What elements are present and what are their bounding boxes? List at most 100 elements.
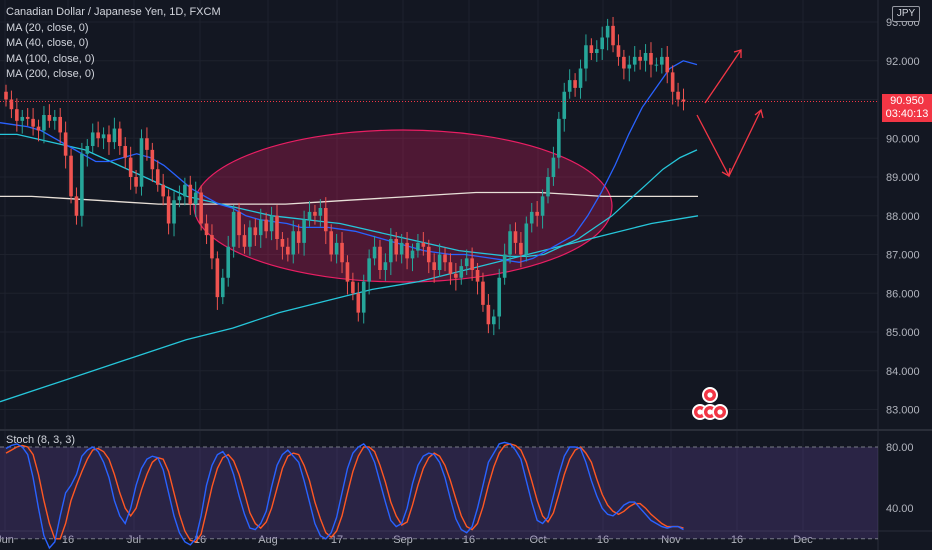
candle-body: [486, 304, 491, 325]
ma40-label[interactable]: MA (40, close, 0): [6, 37, 89, 49]
candle-body: [356, 293, 361, 313]
time-axis-label: 16: [597, 534, 609, 546]
candle-body: [638, 56, 642, 61]
candle-body: [399, 242, 404, 255]
candle-body: [166, 196, 171, 224]
candle-body: [58, 116, 62, 133]
ma100-label[interactable]: MA (100, close, 0): [6, 52, 95, 65]
bar-countdown: 03:40:13: [885, 108, 929, 120]
symbol-title[interactable]: Canadian Dollar / Japanese Yen, 1D, FXCM: [6, 6, 221, 18]
candle-body: [307, 211, 312, 220]
candle-body: [177, 196, 182, 201]
candle-body: [383, 262, 388, 270]
candle-body: [660, 56, 664, 65]
candle-body: [9, 99, 14, 110]
canadian-flag-ideas-icon[interactable]: [690, 385, 730, 425]
candle-body: [405, 242, 409, 259]
price-axis-label: 86.000: [886, 288, 920, 300]
candle-body: [426, 246, 431, 263]
candle-body: [150, 149, 155, 170]
candle-body: [584, 45, 588, 69]
candle-body: [557, 118, 561, 158]
candle-body: [286, 246, 290, 255]
candle-body: [389, 239, 393, 263]
time-axis-label: 16: [194, 534, 206, 546]
candle-body: [258, 219, 263, 236]
candle-body: [627, 64, 632, 69]
candle-body: [345, 262, 350, 282]
arrowhead-up-2: [754, 108, 764, 119]
time-axis-label: Nov: [661, 534, 681, 546]
arrowhead-down: [721, 167, 731, 178]
ma200-label[interactable]: MA (200, close, 0): [6, 68, 95, 80]
candle-body: [128, 157, 133, 177]
candle-body: [492, 316, 496, 325]
candle-body: [589, 45, 594, 53]
candle-body: [448, 262, 453, 274]
candle-body: [101, 134, 106, 139]
candle-body: [134, 177, 138, 187]
candle-body: [443, 254, 447, 263]
candle-body: [421, 242, 426, 247]
stoch-label[interactable]: Stoch (8, 3, 3): [6, 434, 76, 446]
candle-body: [15, 109, 19, 121]
candle-body: [654, 64, 659, 66]
candle-body: [681, 99, 686, 102]
candle-body: [367, 258, 371, 282]
candle-body: [226, 246, 231, 278]
candle-body: [193, 192, 198, 205]
candle-body: [313, 211, 317, 216]
candle-body: [513, 231, 518, 243]
time-axis-label: Oct: [529, 534, 546, 546]
candle-body: [372, 246, 377, 259]
candle-body: [253, 227, 258, 236]
candle-body: [318, 208, 323, 216]
candle-body: [562, 91, 567, 119]
time-axis-label: 17: [331, 534, 343, 546]
candle-body: [183, 184, 187, 197]
candle-body: [578, 68, 583, 88]
candle-body: [546, 177, 550, 197]
candle-body: [670, 72, 675, 92]
candle-body: [155, 169, 160, 185]
candle-body: [470, 258, 474, 270]
time-axis-label: 16: [62, 534, 74, 546]
candle-body: [145, 138, 149, 150]
candle-body: [264, 219, 268, 232]
ellipse-annotation: [193, 129, 613, 283]
candle-body: [199, 192, 203, 224]
price-axis-label: 88.000: [886, 211, 920, 223]
candle-body: [210, 235, 214, 259]
candle-body: [269, 215, 274, 232]
candle-body: [454, 273, 458, 278]
candle-body: [47, 115, 52, 121]
candle-body: [31, 118, 35, 127]
candle-body: [519, 242, 523, 255]
candle-body: [291, 231, 296, 255]
candle-body: [85, 146, 90, 154]
candle-body: [361, 281, 366, 313]
time-axis-label: Sep: [393, 534, 413, 546]
candle-body: [529, 211, 534, 224]
ma200-line: [0, 215, 699, 403]
candle-body: [96, 132, 100, 139]
candle-body: [573, 80, 577, 88]
ma20-label[interactable]: MA (20, close, 0): [6, 21, 89, 34]
price-axis-label: 87.000: [886, 250, 920, 262]
candle-body: [497, 277, 502, 317]
candle-body: [594, 49, 599, 53]
candle-body: [676, 91, 680, 100]
candle-body: [551, 157, 556, 177]
candle-body: [112, 128, 117, 143]
candle-body: [20, 116, 25, 121]
candle-body: [611, 25, 615, 46]
candle-body: [464, 258, 469, 267]
candle-body: [616, 45, 621, 57]
candle-body: [600, 37, 604, 50]
chart-legend: Canadian Dollar / Japanese Yen, 1D, FXCM…: [6, 5, 221, 83]
ma100-line: [0, 191, 698, 205]
currency-badge[interactable]: JPY: [892, 6, 920, 22]
candle-body: [432, 262, 436, 270]
